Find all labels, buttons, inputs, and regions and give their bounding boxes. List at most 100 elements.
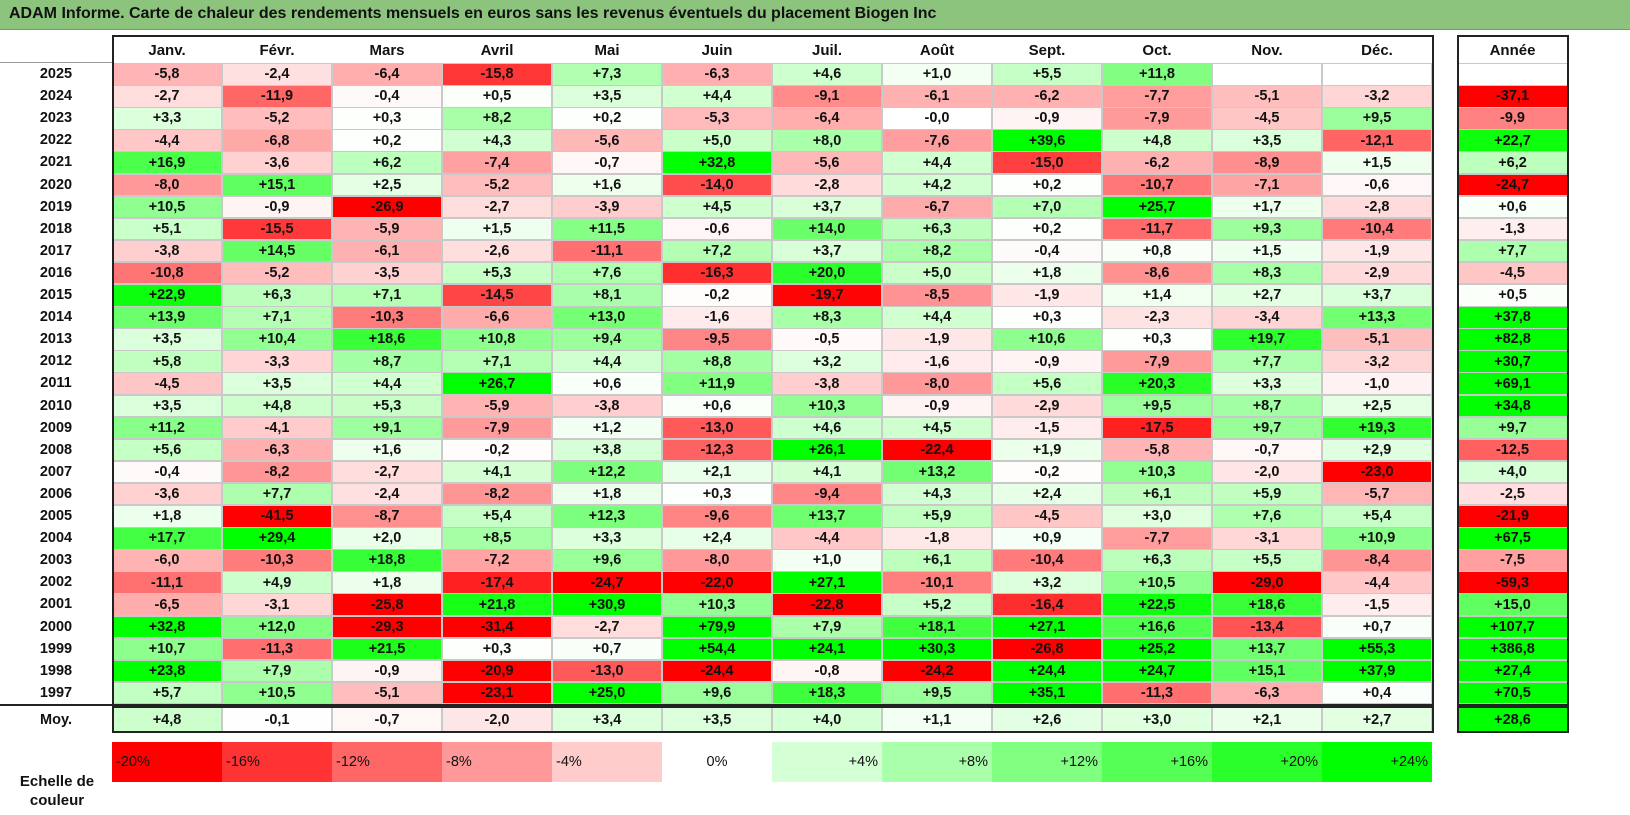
heatmap-cell: -1,6 [882,350,992,373]
heatmap-cell: +0,3 [332,107,442,130]
heatmap-cell: +7,9 [222,659,332,683]
heatmap-cell: -7,9 [1102,350,1212,373]
color-scale-step: -8% [442,742,552,782]
annual-cell: -9,9 [1457,107,1568,130]
annual-cell: +70,5 [1457,681,1568,705]
heatmap-cell: +5,1 [112,217,222,241]
annual-cell: -12,5 [1457,438,1568,462]
heatmap-cell: -1,6 [662,306,772,329]
heatmap-cell: -8,9 [1212,151,1322,174]
color-scale-step: 0% [662,742,772,782]
annual-cell: +69,1 [1457,372,1568,395]
annual-cell: -59,3 [1457,571,1568,594]
heatmap-cell: +10,8 [442,328,552,351]
heatmap-cell: -1,9 [1322,239,1432,263]
column-header: Avril [442,37,552,63]
heatmap-cell: -9,4 [772,482,882,506]
heatmap-cell: -14,5 [442,284,552,307]
heatmap-cell: +21,5 [332,637,442,661]
heatmap-cell: +0,3 [662,482,772,506]
column-header: Juin [662,37,772,63]
heatmap-cell: -4,5 [112,372,222,395]
heatmap-cell: -3,2 [1322,350,1432,373]
annual-cell: -1,3 [1457,217,1568,241]
heatmap-cell: +25,0 [552,681,662,705]
heatmap-cell: -0,2 [662,284,772,307]
heatmap-cell: +15,1 [1212,659,1322,683]
heatmap-cell: +10,3 [662,593,772,616]
heatmap-cell: -6,1 [332,239,442,263]
heatmap-cell: -24,4 [662,659,772,683]
row-year-label: 2021 [39,154,73,171]
heatmap-cell: -3,3 [222,350,332,373]
heatmap-cell: +6,3 [882,217,992,241]
heatmap-cell: -3,6 [222,151,332,174]
heatmap-cell: +10,7 [112,637,222,661]
heatmap-cell: -3,1 [1212,527,1322,550]
heatmap-cell: +26,1 [772,438,882,462]
heatmap-cell: +3,2 [992,571,1102,594]
heatmap-cell: -3,8 [772,372,882,395]
heatmap-cell: +11,2 [112,416,222,440]
heatmap-cell: +18,8 [332,549,442,572]
heatmap-cell: +2,1 [662,460,772,484]
heatmap-cell: -7,9 [442,416,552,440]
heatmap-cell: -6,2 [1102,151,1212,174]
heatmap-cell: -2,9 [992,394,1102,418]
heatmap-cell: +7,6 [552,261,662,285]
average-cell: +3,5 [662,707,772,732]
average-cell: -2,0 [442,707,552,732]
color-scale-step: +24% [1322,742,1432,782]
annual-cell: -37,1 [1457,85,1568,108]
heatmap-cell: -3,9 [552,195,662,219]
heatmap-cell: +32,8 [112,615,222,639]
heatmap-cell: -2,7 [552,615,662,639]
heatmap-cell: -23,0 [1322,460,1432,484]
heatmap-cell: -1,0 [1322,372,1432,395]
heatmap-cell: +13,0 [552,306,662,329]
heatmap-cell: +25,7 [1102,195,1212,219]
heatmap-cell: +8,2 [882,239,992,263]
year-column-header: Année [1457,37,1568,63]
annual-cell: +22,7 [1457,129,1568,152]
heatmap-cell: -3,1 [222,593,332,616]
heatmap-cell: +12,2 [552,460,662,484]
heatmap-cell: -8,0 [882,372,992,395]
annual-cell: +30,7 [1457,350,1568,373]
heatmap-cell: +4,4 [552,350,662,373]
heatmap-cell: -10,1 [882,571,992,594]
heatmap-cell: -5,2 [222,261,332,285]
heatmap-cell: +0,7 [1322,615,1432,639]
heatmap-cell: +5,8 [112,350,222,373]
heatmap-cell: +13,7 [1212,637,1322,661]
row-year-label: 2003 [39,552,73,569]
heatmap-cell: +8,3 [1212,261,1322,285]
heatmap-cell: +6,2 [332,151,442,174]
heatmap-cell: +24,1 [772,637,882,661]
heatmap-cell: +12,3 [552,505,662,528]
heatmap-cell: -10,7 [1102,173,1212,197]
annual-cell: +7,7 [1457,239,1568,263]
average-cell: +1,1 [882,707,992,732]
heatmap-cell: -6,4 [332,63,442,86]
heatmap-cell: -22,0 [662,571,772,594]
heatmap-cell: -13,0 [662,416,772,440]
heatmap-cell: -3,5 [332,261,442,285]
heatmap-cell: +6,3 [222,284,332,307]
row-year-label: 2023 [39,110,73,127]
heatmap-cell: -2,6 [442,239,552,263]
heatmap-cell: +27,1 [772,571,882,594]
heatmap-cell: +37,9 [1322,659,1432,683]
heatmap-cell: -26,9 [332,195,442,219]
annual-cell: +27,4 [1457,659,1568,683]
heatmap-cell: -8,7 [332,505,442,528]
color-scale-step: -4% [552,742,662,782]
heatmap-cell: -0,4 [992,239,1102,263]
annual-cell: -21,9 [1457,505,1568,528]
annual-cell: +386,8 [1457,637,1568,661]
heatmap-cell: +7,7 [222,482,332,506]
heatmap-cell: +8,5 [442,527,552,550]
heatmap-cell: +1,6 [552,173,662,197]
heatmap-cell: -1,9 [882,328,992,351]
heatmap-cell: +5,9 [882,505,992,528]
